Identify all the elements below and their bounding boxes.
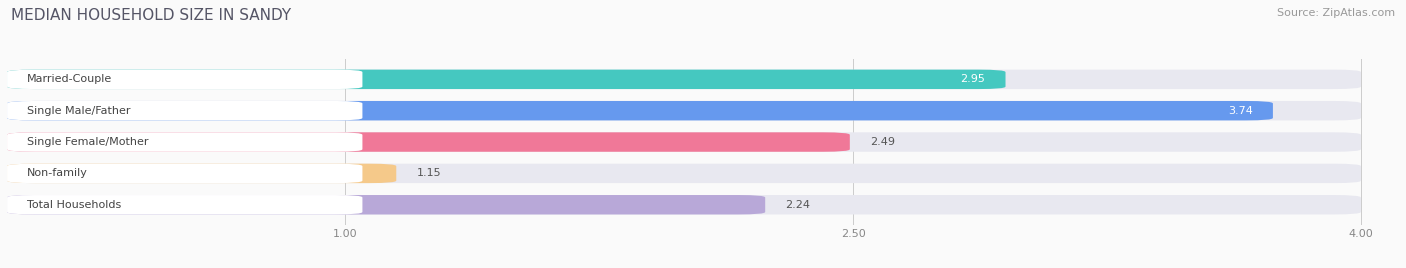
Text: MEDIAN HOUSEHOLD SIZE IN SANDY: MEDIAN HOUSEHOLD SIZE IN SANDY (11, 8, 291, 23)
Text: 3.74: 3.74 (1227, 106, 1253, 116)
Text: Single Male/Father: Single Male/Father (27, 106, 131, 116)
FancyBboxPatch shape (7, 132, 1361, 152)
FancyBboxPatch shape (7, 70, 1361, 89)
FancyBboxPatch shape (7, 164, 396, 183)
Text: Non-family: Non-family (27, 168, 89, 178)
FancyBboxPatch shape (7, 164, 363, 183)
FancyBboxPatch shape (7, 70, 1005, 89)
Text: Married-Couple: Married-Couple (27, 74, 112, 84)
Text: Single Female/Mother: Single Female/Mother (27, 137, 149, 147)
FancyBboxPatch shape (7, 195, 765, 214)
FancyBboxPatch shape (7, 195, 363, 214)
Text: 2.49: 2.49 (870, 137, 896, 147)
Text: 1.15: 1.15 (416, 168, 441, 178)
FancyBboxPatch shape (7, 195, 1361, 214)
Text: 2.24: 2.24 (786, 200, 810, 210)
Text: 2.95: 2.95 (960, 74, 986, 84)
FancyBboxPatch shape (7, 101, 1361, 120)
FancyBboxPatch shape (7, 101, 1272, 120)
FancyBboxPatch shape (7, 132, 363, 152)
Text: Source: ZipAtlas.com: Source: ZipAtlas.com (1277, 8, 1395, 18)
FancyBboxPatch shape (7, 164, 1361, 183)
FancyBboxPatch shape (7, 70, 363, 89)
FancyBboxPatch shape (7, 132, 849, 152)
Text: Total Households: Total Households (27, 200, 121, 210)
FancyBboxPatch shape (7, 101, 363, 120)
